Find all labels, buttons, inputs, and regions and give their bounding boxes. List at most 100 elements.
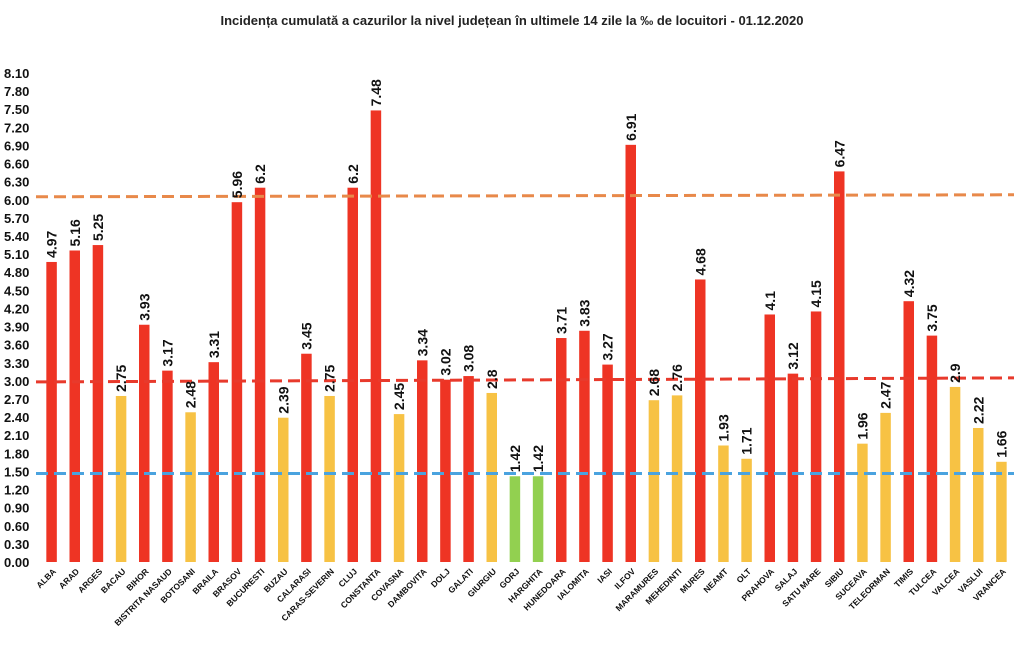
bar-gorj xyxy=(509,476,521,562)
y-tick-label: 2.10 xyxy=(4,428,29,443)
y-tick-label: 5.40 xyxy=(4,229,29,244)
bar-sibiu xyxy=(834,171,845,562)
threshold-line xyxy=(35,193,1015,199)
bar-hunedoara xyxy=(556,338,567,562)
bar-caras-severin xyxy=(324,395,335,562)
bar-ilfov xyxy=(625,144,636,562)
bar-dambovita xyxy=(417,360,428,562)
data-label: 2.39 xyxy=(275,386,291,413)
y-tick-label: 2.70 xyxy=(4,392,29,407)
data-label: 2.22 xyxy=(970,397,986,424)
data-label: 2.75 xyxy=(113,365,129,392)
data-label: 7.48 xyxy=(368,79,384,106)
bar-braila xyxy=(208,362,219,562)
x-tick-label: IASI xyxy=(595,566,614,585)
data-label: 2.45 xyxy=(391,383,407,410)
bar-buzau xyxy=(278,417,289,562)
y-tick-label: 5.10 xyxy=(4,247,29,262)
bar-giurgiu xyxy=(486,392,497,562)
data-label: 3.27 xyxy=(600,333,616,360)
y-tick-label: 0.60 xyxy=(4,519,29,534)
data-label: 3.08 xyxy=(461,345,477,372)
y-tick-label: 1.80 xyxy=(4,446,29,461)
y-axis: 0.00 0.30 0.60 0.90 1.20 1.50 1.80 2.10 2.40 2.70… xyxy=(4,66,29,570)
bar-salaj xyxy=(787,373,799,562)
bar-suceava xyxy=(857,443,868,562)
data-label: 1.96 xyxy=(854,412,870,439)
bar-vaslui xyxy=(973,427,984,562)
bar-satu-mare xyxy=(810,311,822,562)
bar-bistrita-nasaud xyxy=(162,370,173,562)
data-label: 6.91 xyxy=(623,113,639,140)
data-label: 2.75 xyxy=(322,365,338,392)
data-label: 3.93 xyxy=(136,293,152,320)
data-label: 3.83 xyxy=(576,299,592,326)
data-label: 3.71 xyxy=(553,307,569,334)
bar-harghita xyxy=(532,476,544,562)
data-label: 1.93 xyxy=(715,414,731,441)
data-label: 4.97 xyxy=(44,230,60,257)
data-label: 4.68 xyxy=(692,248,708,275)
bar-neamt xyxy=(718,445,729,562)
bar-ialomita xyxy=(579,330,590,562)
data-label: 5.16 xyxy=(67,219,83,246)
x-tick-label: NEAMT xyxy=(701,566,730,595)
y-tick-label: 3.60 xyxy=(4,338,29,353)
data-label: 1.42 xyxy=(530,445,546,472)
data-label: 3.12 xyxy=(785,342,801,369)
data-label: 2.9 xyxy=(947,363,963,383)
bar-tulcea xyxy=(926,335,938,562)
y-tick-label: 4.80 xyxy=(4,265,29,280)
y-tick-label: 3.90 xyxy=(4,320,29,335)
y-tick-label: 5.70 xyxy=(4,211,29,226)
bar-bihor xyxy=(139,324,150,562)
y-tick-label: 1.50 xyxy=(4,464,29,479)
y-tick-label: 6.00 xyxy=(4,193,29,208)
bar-alba xyxy=(46,261,57,562)
y-tick-label: 8.10 xyxy=(4,66,29,81)
bar-bacau xyxy=(115,395,127,562)
data-label: 2.68 xyxy=(646,369,662,396)
y-tick-label: 3.30 xyxy=(4,356,29,371)
data-label: 5.25 xyxy=(90,214,106,241)
y-tick-label: 6.90 xyxy=(4,138,29,153)
bar-teleorman xyxy=(880,412,891,562)
bar-mures xyxy=(695,279,706,562)
y-tick-label: 4.50 xyxy=(4,283,29,298)
data-label: 6.47 xyxy=(831,140,847,167)
bars xyxy=(46,110,1007,563)
x-tick-label: OLT xyxy=(734,566,753,585)
y-tick-label: 0.30 xyxy=(4,537,29,552)
threshold-line xyxy=(35,376,1015,384)
bar-prahova xyxy=(764,314,775,562)
y-tick-label: 4.20 xyxy=(4,301,29,316)
x-tick-label: BACAU xyxy=(99,566,128,595)
bar-maramures xyxy=(648,400,660,562)
bar-arad xyxy=(69,250,80,563)
data-label: 3.31 xyxy=(206,331,222,358)
bar-botosani xyxy=(185,412,196,562)
bar-galati xyxy=(463,376,474,562)
y-tick-label: 1.20 xyxy=(4,483,29,498)
data-label: 4.32 xyxy=(901,270,917,297)
y-tick-label: 7.20 xyxy=(4,120,29,135)
data-label: 6.2 xyxy=(345,164,361,184)
y-tick-label: 0.00 xyxy=(4,555,29,570)
y-tick-label: 6.30 xyxy=(4,175,29,190)
y-tick-label: 2.40 xyxy=(4,410,29,425)
bar-constanta xyxy=(370,110,382,563)
y-tick-label: 7.80 xyxy=(4,84,29,99)
data-label: 4.15 xyxy=(808,280,824,307)
data-label: 6.2 xyxy=(252,164,268,184)
y-tick-label: 7.50 xyxy=(4,102,29,117)
bar-timis xyxy=(903,301,914,562)
bar-vrancea xyxy=(996,461,1007,562)
chart-title: Incidența cumulată a cazurilor la nivel … xyxy=(220,13,803,28)
bar-olt xyxy=(741,458,752,562)
data-label: 3.45 xyxy=(298,322,314,349)
x-tick-label: MURES xyxy=(678,566,707,595)
data-label: 4.1 xyxy=(762,291,778,311)
y-tick-label: 3.00 xyxy=(4,374,29,389)
